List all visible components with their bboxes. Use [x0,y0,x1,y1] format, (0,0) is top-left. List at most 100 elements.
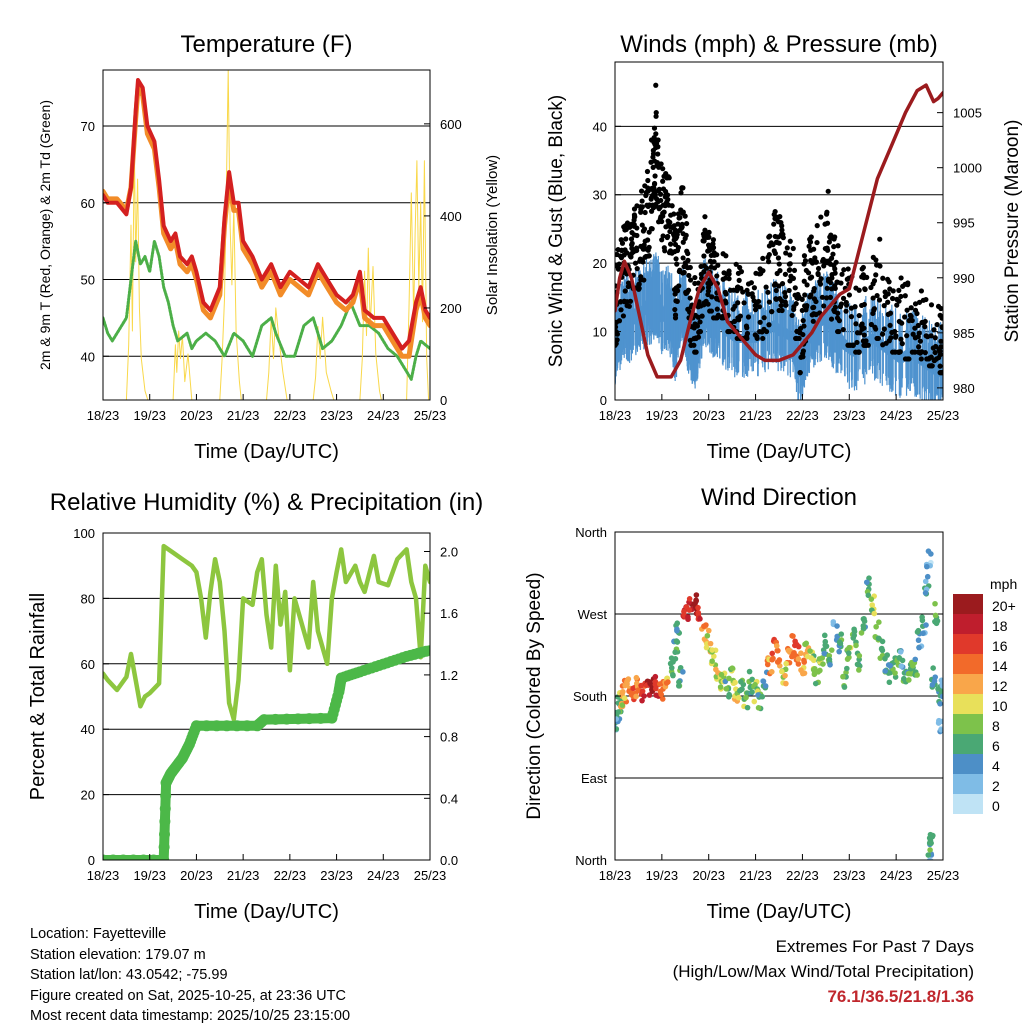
direction-point [638,682,644,689]
gust-point [824,209,830,215]
gust-point [676,215,682,221]
gust-point [828,316,835,322]
gust-point [740,289,746,295]
gust-point [645,177,651,184]
rainfall-point [107,854,119,860]
latlon-text: Station lat/lon: 43.0542; -75.99 [30,967,228,983]
gust-point [800,317,806,324]
gust-point [824,220,831,226]
x-tick-label: 23/23 [833,408,866,423]
gust-point [870,254,876,260]
gust-point [692,312,699,318]
gust-point [776,283,782,289]
y2-tick-label: 2.0 [440,545,458,560]
gust-point [767,233,773,239]
gust-point [934,321,940,328]
gust-point [745,314,752,320]
direction-point [925,548,932,554]
direction-point [653,692,659,699]
gust-point [789,312,795,319]
direction-point [782,672,788,679]
direction-point [846,654,852,661]
gust-point [887,322,893,329]
gust-point [631,221,637,228]
direction-point [726,675,732,682]
gust-point [658,161,664,167]
direction-point [744,704,751,711]
direction-point [783,660,789,667]
direction-point [928,840,934,846]
gust-point [803,307,809,313]
direction-point [674,620,681,626]
y-tick-label: 80 [81,591,95,606]
y-axis-label: 2m & 9m T (Red, Orange) & 2m Td (Green) [37,100,53,370]
legend-label: 12 [992,678,1008,694]
gust-point [881,303,887,309]
y-tick-label: 0 [600,393,607,408]
gust-point [908,305,914,311]
direction-point [639,688,646,695]
gust-point [892,334,899,340]
gust-point [780,235,786,241]
gust-point [779,281,786,287]
gust-point [852,304,858,310]
direction-point [762,683,769,689]
direction-point [652,678,659,685]
gust-point [627,253,633,259]
y-tick-label: South [573,689,607,704]
gust-point [723,253,729,259]
y-tick-label: 40 [81,722,95,737]
gust-point [839,271,845,277]
gust-point [932,335,938,341]
gust-point [655,199,661,205]
gust-point [800,354,806,360]
gust-point [900,283,906,289]
gust-point [757,329,763,335]
gust-point [914,310,920,317]
rainfall-point [201,720,213,732]
gust-point [701,253,707,259]
y-tick-label: 20 [593,256,607,271]
gust-point [692,349,698,355]
legend-label: 18 [992,618,1008,634]
x-axis-label: Time (Day/UTC) [194,441,339,463]
direction-point [898,663,905,669]
rainfall-point [158,841,170,853]
recent-data-text: Most recent data timestamp: 2025/10/25 2… [30,1008,351,1024]
gust-point [703,298,709,304]
gust-point [801,253,808,259]
gust-point [732,303,738,309]
direction-point [675,683,682,689]
gust-point [916,299,923,305]
elevation-text: Station elevation: 179.07 m [30,946,206,963]
gust-point [638,209,644,215]
gust-point [706,229,712,235]
direction-point [795,656,802,662]
series-line-station-pressure [615,83,943,379]
gust-point [651,180,658,187]
gust-point [815,270,821,277]
y-tick-label: East [581,771,607,786]
x-tick-label: 20/23 [692,868,725,883]
gust-point [889,295,896,302]
direction-point [914,629,921,635]
direction-point [743,694,749,701]
rainfall-point [211,720,223,732]
gust-point [751,285,757,291]
direction-point [769,656,775,663]
gust-point [637,258,643,264]
gust-point [832,304,838,310]
gust-point [653,82,659,88]
gust-point [814,239,820,246]
x-tick-label: 21/23 [227,868,260,883]
plot-area [103,543,430,860]
direction-point [882,668,888,674]
direction-point [906,677,912,683]
gust-point [669,203,675,209]
direction-point [924,573,931,580]
series-line-total-rainfall [103,645,430,860]
direction-point [897,649,904,655]
gust-point [890,288,896,294]
direction-point [938,677,943,684]
direction-point [821,632,828,639]
